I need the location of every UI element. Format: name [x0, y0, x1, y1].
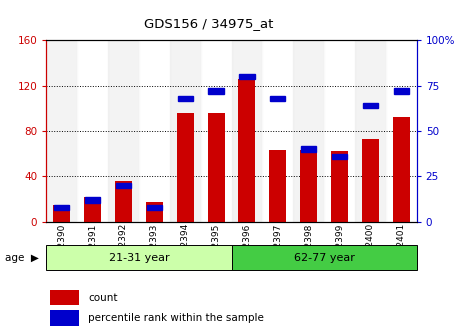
Bar	[239, 74, 255, 79]
Bar	[232, 40, 263, 222]
Bar	[208, 88, 224, 94]
Bar	[53, 205, 70, 222]
Bar	[362, 139, 379, 222]
Bar	[50, 310, 79, 326]
Text: count: count	[88, 293, 118, 303]
Bar	[108, 40, 139, 222]
Text: percentile rank within the sample: percentile rank within the sample	[88, 313, 264, 323]
Text: 21-31 year: 21-31 year	[109, 253, 169, 263]
Bar	[300, 150, 317, 222]
Bar	[324, 40, 355, 222]
Bar	[393, 117, 410, 222]
Bar	[54, 205, 69, 210]
Text: 62-77 year: 62-77 year	[294, 253, 355, 263]
Bar	[238, 79, 256, 222]
Bar	[46, 245, 232, 270]
Bar	[177, 113, 194, 222]
Bar	[232, 245, 417, 270]
Bar	[139, 40, 170, 222]
Bar	[301, 146, 316, 152]
Bar	[394, 88, 409, 94]
Bar	[50, 290, 79, 305]
Bar	[85, 197, 100, 203]
Bar	[207, 113, 225, 222]
Bar	[46, 40, 77, 222]
Bar	[293, 40, 324, 222]
Bar	[178, 96, 193, 101]
Bar	[355, 40, 386, 222]
Bar	[363, 103, 378, 108]
Bar	[332, 154, 347, 159]
Bar	[84, 197, 101, 222]
Bar	[270, 96, 285, 101]
Bar	[200, 40, 232, 222]
Bar	[116, 183, 131, 188]
Bar	[146, 203, 163, 222]
Bar	[115, 181, 132, 222]
Text: age  ▶: age ▶	[5, 253, 38, 263]
Bar	[147, 205, 162, 210]
Bar	[170, 40, 200, 222]
Bar	[263, 40, 293, 222]
Bar	[331, 152, 348, 222]
Bar	[77, 40, 108, 222]
Bar	[269, 150, 286, 222]
Bar	[386, 40, 417, 222]
Text: GDS156 / 34975_at: GDS156 / 34975_at	[144, 17, 273, 30]
